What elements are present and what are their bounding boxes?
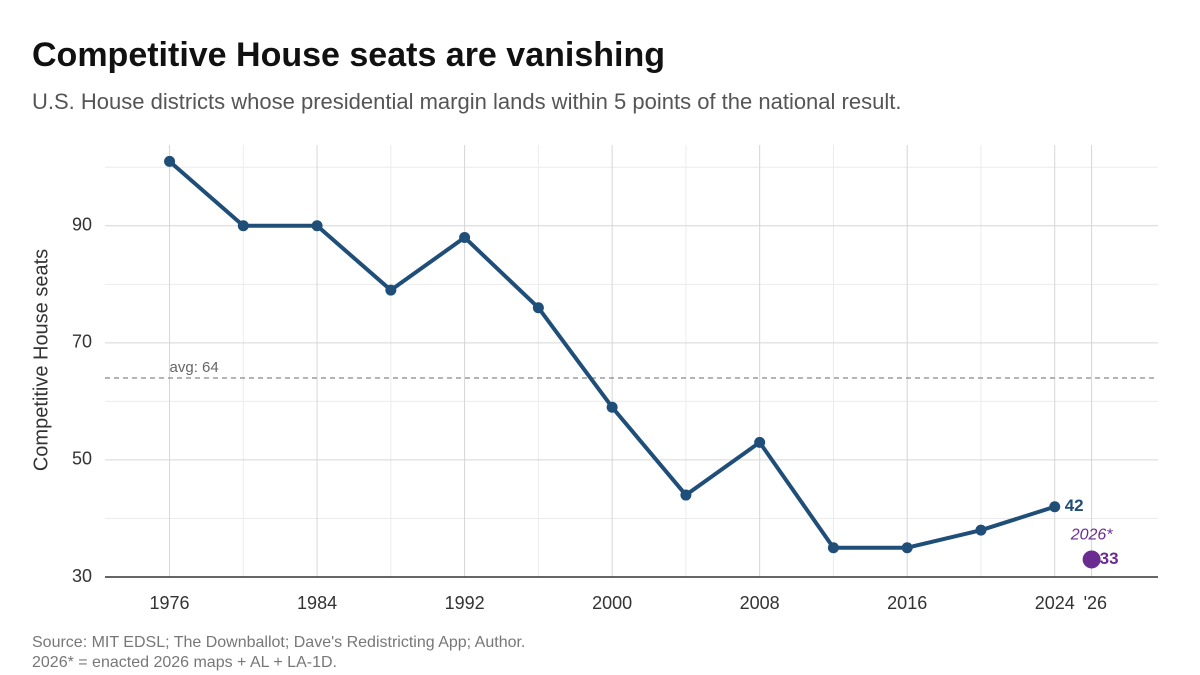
data-point bbox=[459, 231, 471, 243]
footnote: 2026* = enacted 2026 maps + AL + LA-1D. bbox=[32, 654, 337, 671]
average-label: avg: 64 bbox=[170, 359, 219, 376]
x-tick-label: '26 bbox=[1084, 593, 1107, 613]
data-point bbox=[1049, 501, 1061, 513]
highlight-point bbox=[1082, 550, 1101, 569]
data-point bbox=[680, 489, 692, 501]
source-note: Source: MIT EDSL; The Downballot; Dave's… bbox=[32, 634, 525, 651]
data-point bbox=[901, 542, 913, 554]
x-tick-label: 2016 bbox=[887, 593, 927, 613]
y-tick-label: 70 bbox=[72, 332, 92, 352]
x-tick-label: 2000 bbox=[592, 593, 632, 613]
data-point bbox=[164, 155, 176, 167]
y-axis-label: Competitive House seats bbox=[30, 249, 52, 471]
data-label: 42 bbox=[1065, 496, 1084, 515]
x-tick-label: 2008 bbox=[740, 593, 780, 613]
y-tick-label: 50 bbox=[72, 449, 92, 469]
x-tick-label: 2024 bbox=[1035, 593, 1075, 613]
x-tick-label: 1992 bbox=[445, 593, 485, 613]
x-tick-label: 1976 bbox=[150, 593, 190, 613]
chart-title: Competitive House seats are vanishing bbox=[32, 36, 665, 74]
y-tick-label: 30 bbox=[72, 566, 92, 586]
highlight-value-label: 33 bbox=[1100, 549, 1119, 568]
data-point bbox=[827, 542, 839, 554]
data-point bbox=[311, 220, 323, 232]
data-point bbox=[975, 524, 987, 536]
highlight-label: 2026* bbox=[1070, 527, 1114, 544]
data-point bbox=[754, 436, 766, 448]
data-point bbox=[606, 401, 618, 413]
data-point bbox=[385, 284, 397, 296]
data-point bbox=[532, 302, 544, 314]
x-tick-label: 1984 bbox=[297, 593, 337, 613]
data-point bbox=[237, 220, 249, 232]
y-tick-label: 90 bbox=[72, 215, 92, 235]
chart-subtitle: U.S. House districts whose presidential … bbox=[32, 89, 901, 114]
